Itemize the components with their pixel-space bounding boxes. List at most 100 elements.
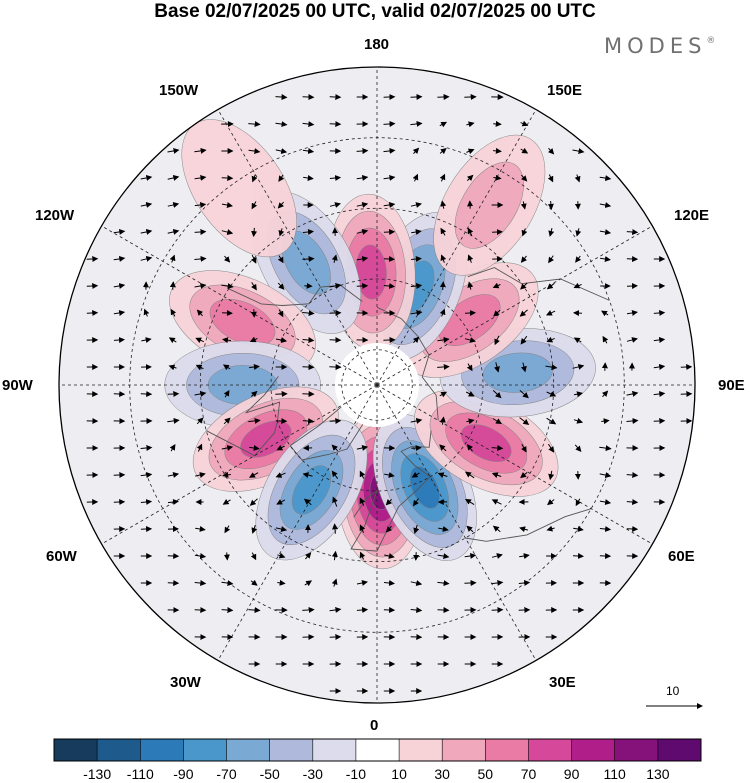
wind-vector (194, 228, 207, 235)
colorbar-swatch (269, 739, 314, 761)
wind-vector (439, 308, 446, 317)
wind-vector (491, 553, 503, 559)
wind-vector (195, 364, 204, 371)
wind-vector (302, 148, 315, 154)
wind-vector (519, 417, 530, 426)
wind-vector (383, 283, 396, 289)
colorbar-swatch (140, 739, 184, 761)
wind-vector (518, 579, 531, 586)
wind-vector (222, 364, 231, 371)
wind-vector (521, 228, 528, 237)
wind-vector (626, 472, 639, 479)
wind-vector (302, 255, 315, 262)
wind-vector (411, 445, 422, 452)
wind-vector (356, 202, 369, 208)
wind-vector (466, 418, 475, 425)
wind-vector (222, 310, 233, 316)
wind-vector (411, 229, 422, 235)
wind-vector (573, 337, 582, 344)
wind-vector (410, 202, 422, 208)
colorbar-label: 10 (391, 766, 407, 782)
wind-vector (439, 121, 448, 128)
wind-vector (223, 417, 231, 425)
wind-vector (167, 499, 179, 505)
wind-vector (599, 445, 612, 452)
wind-vector (302, 229, 314, 235)
wind-vector (275, 148, 288, 155)
wind-vector (194, 580, 207, 587)
wind-vector (276, 499, 286, 505)
wind-vector (305, 552, 312, 560)
wind-vector (521, 443, 527, 453)
wind-vector (275, 418, 288, 425)
colorbar-swatch (183, 739, 227, 761)
wind-vector (113, 228, 126, 235)
wind-vector (599, 526, 612, 532)
colorbar-swatch (442, 739, 486, 761)
colorbar-swatch (614, 739, 659, 761)
wind-vector (221, 444, 234, 451)
wind-vector (276, 444, 285, 451)
colorbar-swatch (528, 739, 572, 761)
wind-vector (356, 282, 369, 289)
wind-vector (520, 147, 529, 154)
wind-vector (491, 445, 504, 452)
wind-vector (331, 254, 338, 263)
wind-vector (194, 255, 207, 262)
map-title: Base 02/07/2025 00 UTC, valid 02/07/2025… (154, 1, 596, 22)
wind-vector (384, 553, 395, 559)
wind-vector (519, 526, 529, 533)
wind-vector (140, 255, 153, 262)
wind-vector (194, 282, 207, 289)
wind-vector (359, 470, 366, 479)
wind-vector (251, 524, 258, 534)
colorbar-swatch (399, 739, 443, 761)
wind-vector (548, 470, 555, 481)
wind-vector (437, 472, 448, 478)
wind-vector (491, 472, 502, 479)
wind-vector (385, 525, 393, 533)
colorbar-label: -110 (126, 766, 154, 782)
wind-vector (493, 174, 502, 181)
wind-vector (195, 526, 206, 532)
wind-vector (250, 390, 258, 398)
wind-vector (167, 174, 180, 181)
wind-vector (251, 174, 258, 183)
wind-vector (546, 336, 555, 343)
colorbar-label: 90 (563, 766, 580, 782)
wind-vector (410, 282, 423, 289)
wind-vector (195, 472, 206, 478)
wind-vector (383, 256, 395, 262)
wind-vector (626, 337, 638, 343)
colorbar-swatch (226, 739, 270, 761)
wind-vector (277, 552, 286, 559)
wind-vector (277, 309, 284, 318)
wind-vector (167, 472, 180, 478)
wind-vector (520, 362, 527, 373)
wind-vector (491, 606, 504, 613)
wind-vector (467, 254, 474, 263)
wind-vector (626, 310, 638, 316)
wind-vector (410, 309, 423, 316)
wind-vector (250, 552, 257, 561)
coastline (465, 508, 592, 542)
wind-vector (492, 525, 501, 533)
wind-vector (547, 174, 554, 183)
wind-vector (275, 526, 288, 532)
wind-vector (302, 121, 315, 128)
wind-vector (546, 525, 555, 532)
wind-vector (248, 148, 261, 155)
wind-vector (223, 389, 230, 398)
wind-vector (519, 390, 529, 399)
wind-vector (413, 524, 420, 534)
wind-vector (601, 310, 609, 317)
wind-vector (302, 310, 315, 317)
wind-vector (140, 444, 153, 451)
wind-vector (575, 228, 582, 237)
wind-vector (168, 364, 177, 371)
wind-vector (572, 363, 585, 370)
wind-vector (384, 472, 395, 478)
colorbar-swatch (312, 739, 357, 761)
lon-label-30e: 30E (549, 674, 576, 691)
wind-vector (356, 229, 369, 235)
